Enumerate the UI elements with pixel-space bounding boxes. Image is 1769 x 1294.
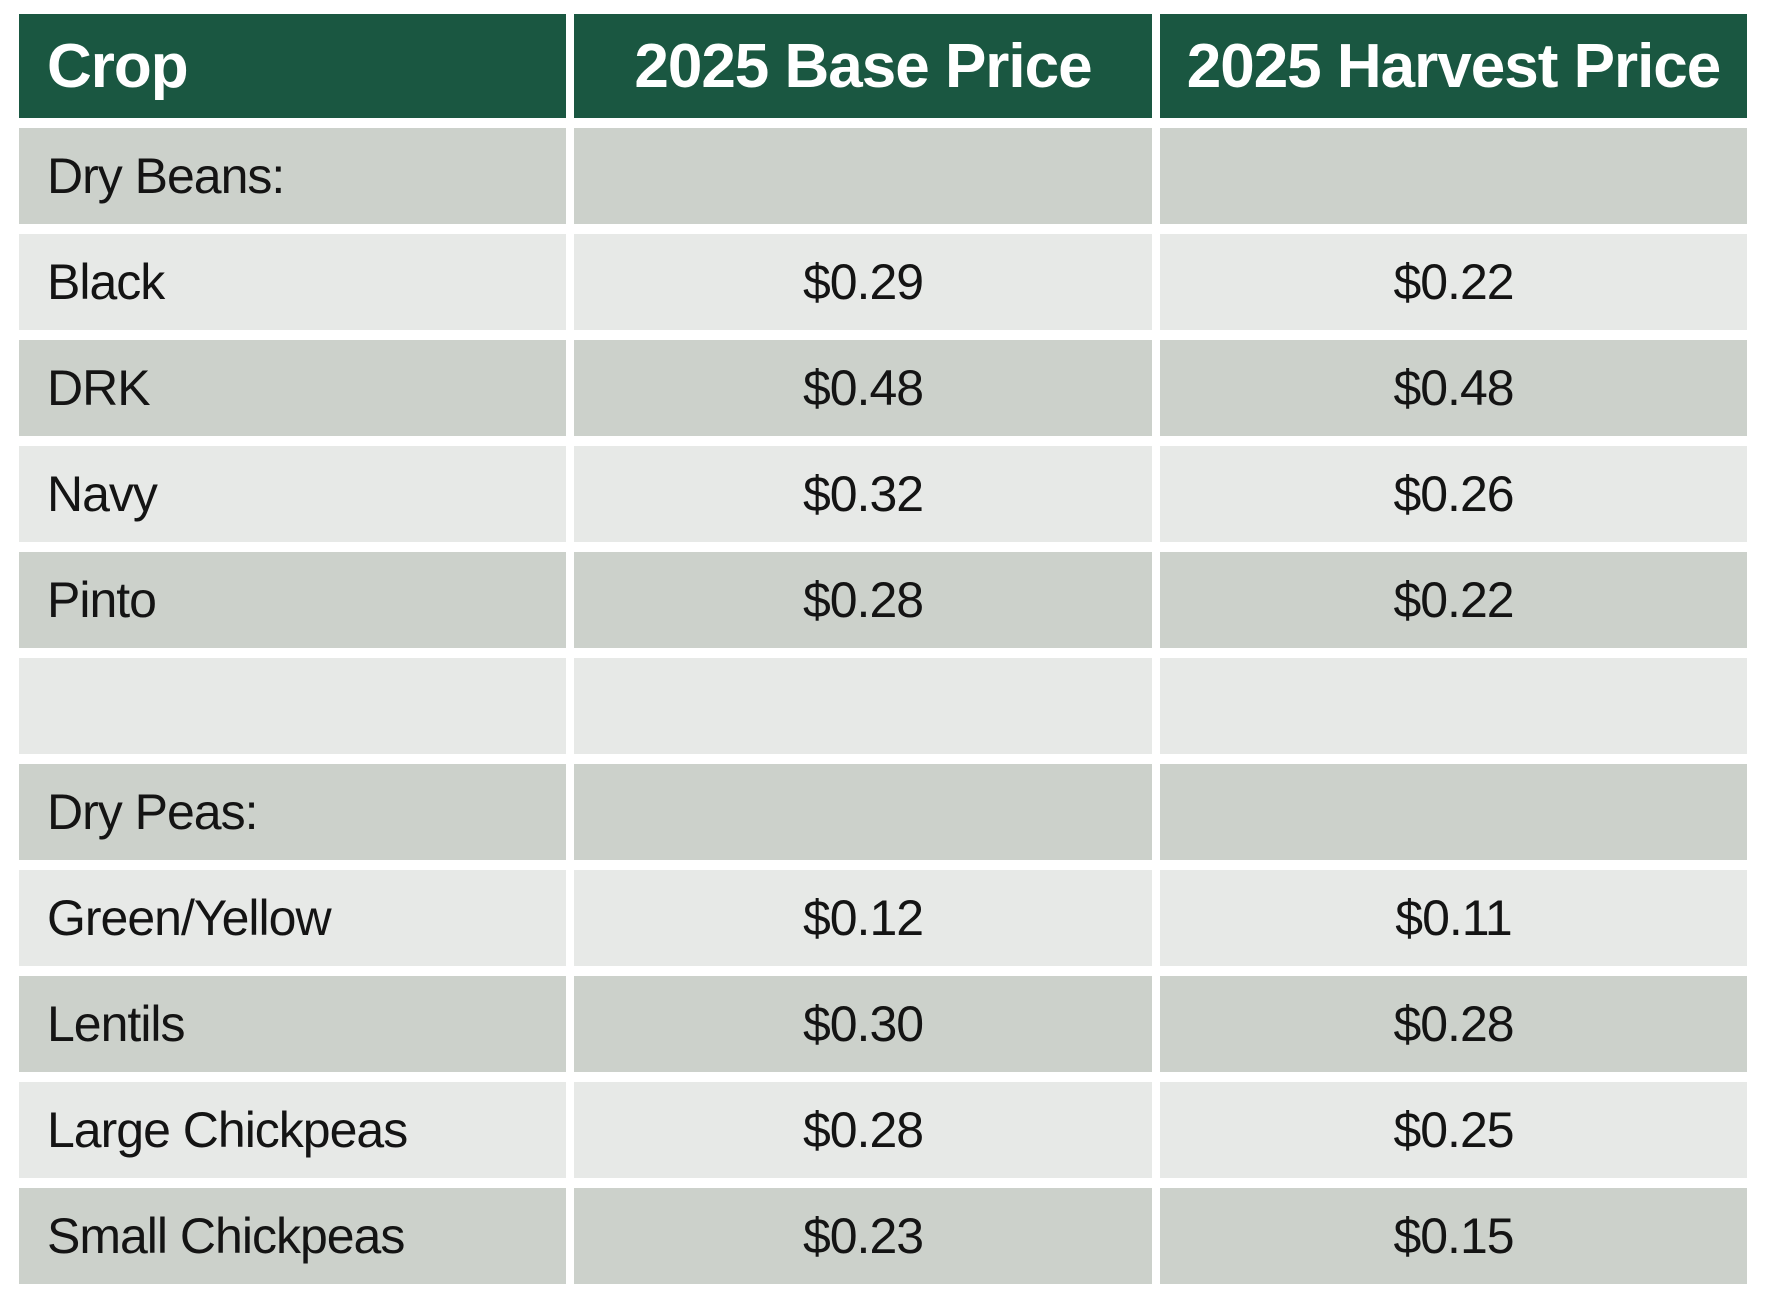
crop-cell: Pinto bbox=[19, 552, 566, 648]
crop-cell: Lentils bbox=[19, 976, 566, 1072]
harvest-price-cell: $0.28 bbox=[1160, 976, 1747, 1072]
table-row-pinto: Pinto $0.28 $0.22 bbox=[19, 552, 1747, 648]
base-price-cell: $0.28 bbox=[574, 1082, 1152, 1178]
harvest-price-cell: $0.22 bbox=[1160, 552, 1747, 648]
table-row-lentils: Lentils $0.30 $0.28 bbox=[19, 976, 1747, 1072]
base-price-cell: $0.28 bbox=[574, 552, 1152, 648]
harvest-price-cell: $0.26 bbox=[1160, 446, 1747, 542]
table-row-navy: Navy $0.32 $0.26 bbox=[19, 446, 1747, 542]
crop-cell: DRK bbox=[19, 340, 566, 436]
crop-cell: Navy bbox=[19, 446, 566, 542]
harvest-price-cell bbox=[1160, 658, 1747, 754]
table-row-black: Black $0.29 $0.22 bbox=[19, 234, 1747, 330]
crop-cell bbox=[19, 658, 566, 754]
crop-cell: Small Chickpeas bbox=[19, 1188, 566, 1284]
base-price-cell bbox=[574, 128, 1152, 224]
column-header-harvest-price: 2025 Harvest Price bbox=[1160, 14, 1747, 118]
harvest-price-cell: $0.48 bbox=[1160, 340, 1747, 436]
column-header-base-price: 2025 Base Price bbox=[574, 14, 1152, 118]
harvest-price-cell: $0.22 bbox=[1160, 234, 1747, 330]
base-price-cell: $0.23 bbox=[574, 1188, 1152, 1284]
harvest-price-cell bbox=[1160, 764, 1747, 860]
crop-price-table: Crop 2025 Base Price 2025 Harvest Price … bbox=[11, 4, 1755, 1294]
crop-cell: Dry Beans: bbox=[19, 128, 566, 224]
table-row-small-chickpeas: Small Chickpeas $0.23 $0.15 bbox=[19, 1188, 1747, 1284]
crop-cell: Black bbox=[19, 234, 566, 330]
column-header-crop: Crop bbox=[19, 14, 566, 118]
base-price-cell: $0.32 bbox=[574, 446, 1152, 542]
table-row-large-chickpeas: Large Chickpeas $0.28 $0.25 bbox=[19, 1082, 1747, 1178]
base-price-cell: $0.29 bbox=[574, 234, 1152, 330]
table-row-spacer bbox=[19, 658, 1747, 754]
base-price-cell bbox=[574, 764, 1152, 860]
base-price-cell: $0.12 bbox=[574, 870, 1152, 966]
harvest-price-cell bbox=[1160, 128, 1747, 224]
harvest-price-cell: $0.25 bbox=[1160, 1082, 1747, 1178]
crop-cell: Dry Peas: bbox=[19, 764, 566, 860]
base-price-cell: $0.30 bbox=[574, 976, 1152, 1072]
crop-cell: Large Chickpeas bbox=[19, 1082, 566, 1178]
base-price-cell bbox=[574, 658, 1152, 754]
header-row: Crop 2025 Base Price 2025 Harvest Price bbox=[19, 14, 1747, 118]
harvest-price-cell: $0.15 bbox=[1160, 1188, 1747, 1284]
base-price-cell: $0.48 bbox=[574, 340, 1152, 436]
table-row-drk: DRK $0.48 $0.48 bbox=[19, 340, 1747, 436]
table-row-green-yellow: Green/Yellow $0.12 $0.11 bbox=[19, 870, 1747, 966]
crop-cell: Green/Yellow bbox=[19, 870, 566, 966]
table-row-dry-beans-section: Dry Beans: bbox=[19, 128, 1747, 224]
harvest-price-cell: $0.11 bbox=[1160, 870, 1747, 966]
table-row-dry-peas-section: Dry Peas: bbox=[19, 764, 1747, 860]
